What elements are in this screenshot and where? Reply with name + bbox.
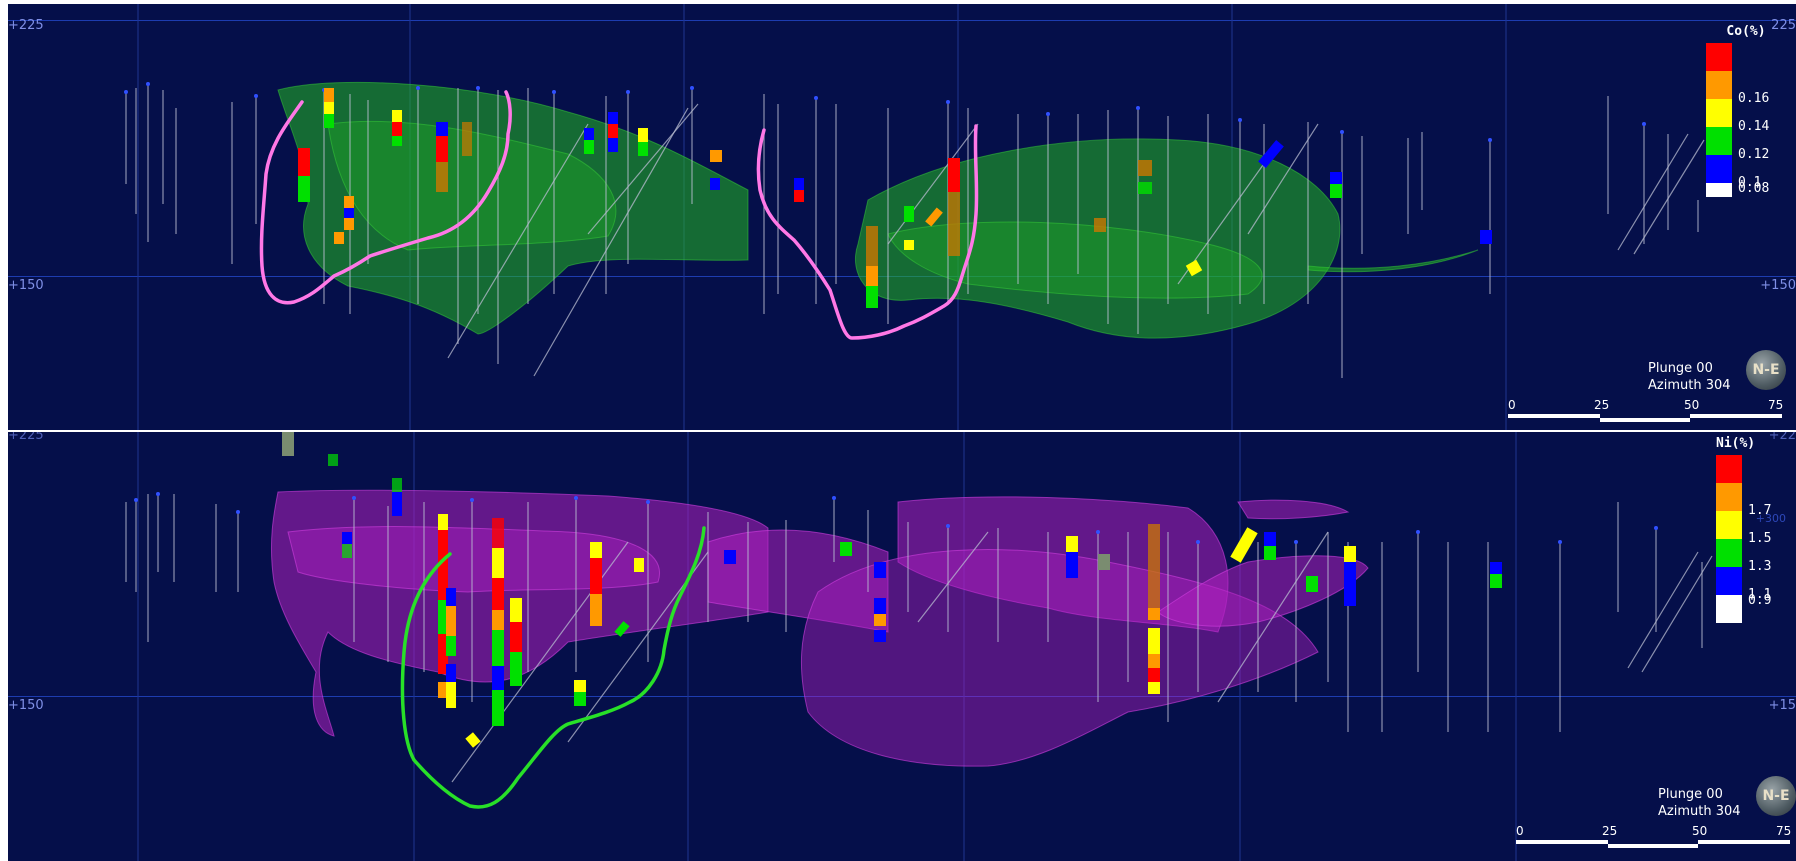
scale-segment [1600, 418, 1690, 422]
scale-tick-25: 25 [1602, 824, 1618, 838]
scale-segment [1508, 414, 1600, 418]
scale-tick-0: 0 [1508, 398, 1516, 412]
legend-swatch [1716, 595, 1742, 623]
gridline-150 [8, 696, 1796, 697]
elevation-label-mid-right: +15 [1768, 698, 1796, 713]
legend-swatch [1706, 43, 1732, 71]
plunge-label: Plunge 00 [1648, 361, 1713, 376]
scale-tick-75: 75 [1768, 398, 1784, 412]
legend-label: 0.14 [1738, 119, 1770, 134]
elevation-label-mid-left: +150 [8, 278, 44, 293]
legend-swatch [1716, 483, 1742, 511]
scale-tick-75: 75 [1776, 824, 1792, 838]
legend-label: 1.1 [1748, 587, 1772, 602]
legend-swatch [1706, 127, 1732, 155]
co-domain-outlines [259, 90, 979, 340]
elevation-label-mid-right: +150 [1760, 278, 1796, 293]
legend-swatch [1716, 511, 1742, 539]
legend-swatch [1706, 183, 1732, 197]
ni-legend: Ni(%) 1.7 1.5 1.3 1.1 0.9 [1706, 432, 1786, 623]
faint-elevation-label: +300 [1755, 512, 1786, 525]
legend-swatch [1716, 567, 1742, 595]
view-orientation: Plunge 00 Azimuth 304 [1658, 786, 1741, 820]
azimuth-label: Azimuth 304 [1648, 378, 1731, 393]
elevation-label-top-left: +225 [8, 18, 44, 33]
elevation-label-top-right: 225 [1771, 18, 1796, 33]
scale-bar: 0 25 50 75 [1508, 398, 1784, 424]
collar-dots [134, 492, 1658, 544]
legend-label: 0.1 [1738, 175, 1762, 190]
legend-swatch [1716, 539, 1742, 567]
view-orientation: Plunge 00 Azimuth 304 [1648, 360, 1731, 394]
scale-tick-25: 25 [1594, 398, 1610, 412]
scale-bar: 0 25 50 75 [1516, 824, 1792, 850]
scale-tick-50: 50 [1684, 398, 1700, 412]
scale-segment [1690, 414, 1782, 418]
gridline-225 [8, 20, 1796, 21]
plunge-label: Plunge 00 [1658, 787, 1723, 802]
legend-label: 0.08 [1738, 181, 1770, 196]
co-assay-intervals [298, 88, 1492, 308]
ni-ore-shells [270, 489, 1369, 767]
ni-section-panel: +225 +22 +150 +15 Ni(%) 1.7 1.5 1.3 1.1 … [8, 432, 1796, 861]
legend-swatch [1706, 155, 1732, 183]
co-3d-scene [124, 4, 1705, 430]
elevation-label-top-right: +22 [1768, 432, 1796, 443]
legend-title: Ni(%) [1716, 436, 1756, 451]
legend-label: 1.7 [1748, 503, 1772, 518]
legend-title: Co(%) [1726, 24, 1766, 39]
elevation-label-mid-left: +150 [8, 698, 44, 713]
legend-label: 1.5 [1748, 531, 1772, 546]
scale-segment [1516, 840, 1608, 844]
azimuth-label: Azimuth 304 [1658, 804, 1741, 819]
scale-tick-0: 0 [1516, 824, 1524, 838]
co-section-panel: +225 225 +150 +150 Co(%) 0.16 0.14 0.12 … [8, 4, 1796, 430]
legend-swatch [1706, 99, 1732, 127]
legend-label: 1.3 [1748, 559, 1772, 574]
scale-tick-50: 50 [1692, 824, 1708, 838]
legend-label: 0.12 [1738, 147, 1770, 162]
ni-assay-intervals [282, 432, 1502, 748]
co-legend: Co(%) 0.16 0.14 0.12 0.1 0.08 [1706, 24, 1786, 197]
compass-icon[interactable]: N-E [1756, 776, 1796, 816]
ni-3d-scene [125, 432, 1713, 861]
legend-swatch [1706, 71, 1732, 99]
ni-domain-outlines [400, 526, 706, 809]
legend-swatch [1716, 455, 1742, 483]
scale-segment [1698, 840, 1790, 844]
legend-label: 0.16 [1738, 91, 1770, 106]
scale-segment [1608, 844, 1698, 848]
elevation-label-top-left: +225 [8, 432, 44, 443]
legend-label: 0.9 [1748, 593, 1772, 608]
compass-icon[interactable]: N-E [1746, 350, 1786, 390]
